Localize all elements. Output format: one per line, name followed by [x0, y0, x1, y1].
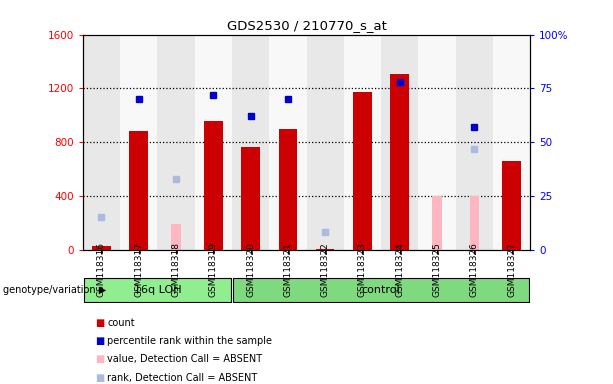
Bar — [419, 35, 455, 250]
Bar — [278, 129, 297, 250]
Text: GSM118319: GSM118319 — [209, 242, 218, 297]
Bar — [269, 35, 306, 250]
Text: GSM118320: GSM118320 — [246, 242, 255, 297]
Text: rank, Detection Call = ABSENT: rank, Detection Call = ABSENT — [107, 373, 257, 383]
Bar — [195, 35, 232, 250]
Text: GSM118324: GSM118324 — [395, 242, 404, 297]
Text: GSM118327: GSM118327 — [507, 242, 516, 297]
Text: GSM118318: GSM118318 — [172, 242, 180, 297]
Bar — [204, 121, 223, 250]
Bar — [306, 35, 344, 250]
Text: GSM118322: GSM118322 — [321, 242, 330, 297]
Bar — [120, 35, 158, 250]
Bar — [432, 196, 442, 250]
Text: 16q LOH: 16q LOH — [134, 285, 181, 295]
Text: ■: ■ — [95, 354, 104, 364]
Text: count: count — [107, 318, 135, 328]
Bar — [171, 224, 181, 250]
Bar — [83, 278, 231, 302]
Bar — [344, 35, 381, 250]
Title: GDS2530 / 210770_s_at: GDS2530 / 210770_s_at — [227, 19, 386, 32]
Text: GSM118321: GSM118321 — [283, 242, 292, 297]
Bar — [158, 35, 195, 250]
Text: GSM118323: GSM118323 — [358, 242, 367, 297]
Text: ■: ■ — [95, 373, 104, 383]
Bar — [92, 246, 111, 250]
Text: percentile rank within the sample: percentile rank within the sample — [107, 336, 272, 346]
Bar — [83, 35, 120, 250]
Text: genotype/variation ▶: genotype/variation ▶ — [3, 285, 106, 295]
Text: GSM118317: GSM118317 — [134, 242, 143, 297]
Bar — [232, 35, 269, 250]
Text: GSM118316: GSM118316 — [97, 242, 106, 297]
Text: GSM118326: GSM118326 — [470, 242, 479, 297]
Bar — [493, 35, 530, 250]
Bar — [381, 35, 419, 250]
Bar — [242, 147, 260, 250]
Text: GSM118325: GSM118325 — [433, 242, 441, 297]
Bar — [316, 249, 335, 250]
Bar — [233, 278, 530, 302]
Bar — [502, 161, 521, 250]
Bar — [470, 196, 479, 250]
Text: value, Detection Call = ABSENT: value, Detection Call = ABSENT — [107, 354, 262, 364]
Text: ■: ■ — [95, 336, 104, 346]
Bar — [129, 131, 148, 250]
Text: ■: ■ — [95, 318, 104, 328]
Bar — [390, 74, 409, 250]
Bar — [455, 35, 493, 250]
Text: control: control — [362, 285, 400, 295]
Bar — [353, 92, 371, 250]
